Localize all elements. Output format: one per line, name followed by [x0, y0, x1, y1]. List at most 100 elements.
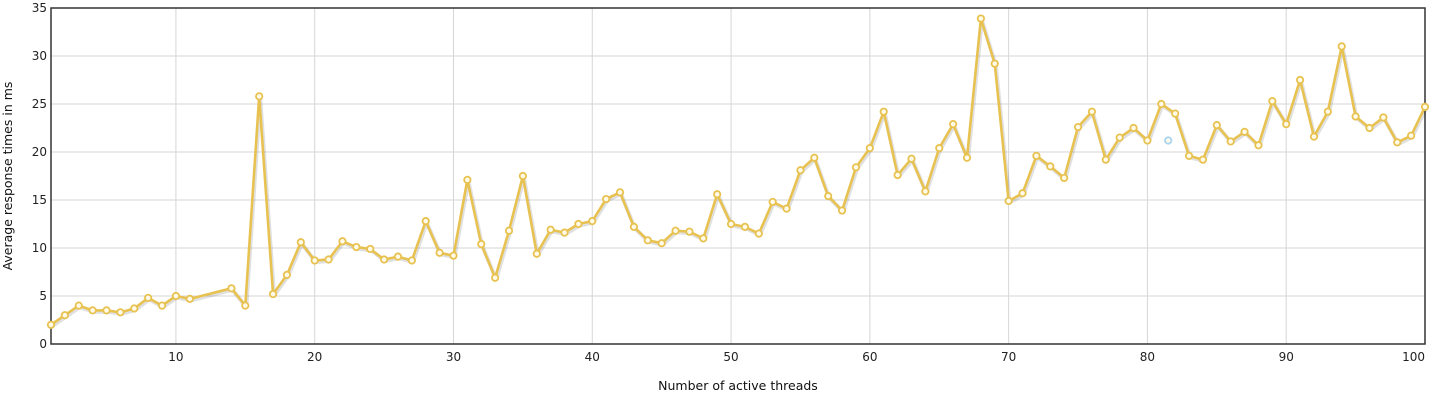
data-point[interactable]: [1073, 122, 1083, 132]
data-point[interactable]: [379, 255, 389, 264]
data-point[interactable]: [1129, 123, 1138, 133]
data-point[interactable]: [837, 206, 847, 215]
data-point[interactable]: [324, 255, 333, 264]
data-point[interactable]: [851, 163, 861, 172]
data-point[interactable]: [1295, 75, 1305, 85]
data-point[interactable]: [74, 301, 83, 310]
data-point[interactable]: [824, 192, 833, 201]
data-point[interactable]: [560, 228, 569, 237]
data-point[interactable]: [657, 239, 666, 248]
data-point[interactable]: [46, 320, 56, 329]
data-point[interactable]: [116, 308, 125, 317]
data-point[interactable]: [1164, 136, 1173, 145]
data-point[interactable]: [1171, 109, 1180, 118]
data-point[interactable]: [532, 249, 541, 258]
data-point[interactable]: [699, 234, 708, 243]
data-point[interactable]: [1046, 162, 1055, 171]
x-axis-ticks: 10 20 30 40 50 60 70 80 90 100: [168, 350, 1425, 364]
data-point[interactable]: [338, 237, 347, 246]
data-point[interactable]: [255, 92, 264, 101]
data-point[interactable]: [102, 306, 111, 315]
data-point[interactable]: [157, 301, 167, 310]
data-point[interactable]: [546, 225, 555, 234]
data-point[interactable]: [1254, 141, 1263, 150]
data-point[interactable]: [602, 194, 611, 204]
data-point[interactable]: [935, 144, 944, 153]
data-point[interactable]: [768, 197, 777, 207]
data-point[interactable]: [366, 244, 375, 254]
data-point[interactable]: [1282, 120, 1291, 129]
data-point[interactable]: [1018, 189, 1027, 198]
data-point[interactable]: [1004, 196, 1013, 206]
data-point[interactable]: [990, 59, 999, 68]
data-point[interactable]: [1184, 151, 1194, 160]
data-point[interactable]: [574, 219, 583, 229]
data-point[interactable]: [518, 171, 527, 181]
data-point[interactable]: [740, 222, 750, 231]
data-point[interactable]: [449, 251, 458, 260]
data-point[interactable]: [393, 252, 403, 261]
data-point[interactable]: [685, 227, 694, 236]
data-point[interactable]: [352, 242, 361, 252]
data-point[interactable]: [1393, 138, 1402, 147]
data-point[interactable]: [504, 226, 514, 235]
data-point[interactable]: [615, 188, 625, 197]
data-point[interactable]: [421, 217, 430, 226]
data-point[interactable]: [1143, 136, 1152, 145]
data-point[interactable]: [144, 293, 153, 303]
data-point[interactable]: [962, 153, 972, 162]
data-point[interactable]: [477, 240, 486, 249]
data-point[interactable]: [1226, 137, 1235, 146]
data-point[interactable]: [976, 14, 985, 23]
data-point[interactable]: [796, 166, 805, 175]
data-point[interactable]: [1268, 97, 1277, 106]
data-point[interactable]: [1351, 112, 1360, 121]
data-point[interactable]: [435, 248, 444, 257]
data-point[interactable]: [754, 229, 763, 238]
data-point[interactable]: [310, 256, 319, 265]
data-point[interactable]: [1032, 151, 1041, 160]
data-point[interactable]: [1115, 133, 1124, 142]
data-point[interactable]: [282, 270, 292, 279]
data-point[interactable]: [185, 294, 194, 303]
data-point[interactable]: [1309, 132, 1319, 141]
data-point[interactable]: [1337, 42, 1346, 51]
data-point[interactable]: [810, 153, 819, 162]
data-point[interactable]: [1060, 173, 1069, 183]
data-point[interactable]: [171, 291, 181, 301]
data-point[interactable]: [130, 304, 139, 313]
data-point[interactable]: [782, 204, 791, 213]
data-point[interactable]: [407, 256, 416, 265]
data-point[interactable]: [463, 175, 472, 184]
data-point[interactable]: [268, 289, 278, 299]
data-point[interactable]: [865, 144, 874, 153]
data-point[interactable]: [949, 120, 958, 129]
data-point[interactable]: [893, 170, 902, 180]
data-point[interactable]: [1157, 99, 1166, 109]
data-point[interactable]: [1101, 155, 1110, 164]
data-point[interactable]: [671, 226, 680, 235]
data-point[interactable]: [1198, 155, 1208, 164]
data-point[interactable]: [588, 217, 597, 226]
data-point[interactable]: [1379, 113, 1388, 122]
data-point[interactable]: [60, 311, 69, 320]
data-point[interactable]: [227, 284, 236, 293]
data-point[interactable]: [713, 190, 722, 199]
data-point[interactable]: [879, 107, 888, 116]
data-point[interactable]: [296, 238, 305, 247]
data-point[interactable]: [1240, 127, 1249, 136]
data-point[interactable]: [1323, 107, 1332, 116]
data-point[interactable]: [491, 273, 500, 282]
data-point[interactable]: [1420, 102, 1430, 111]
data-point[interactable]: [921, 187, 930, 196]
data-point[interactable]: [907, 154, 916, 163]
data-point[interactable]: [241, 301, 250, 310]
data-point[interactable]: [1212, 121, 1221, 130]
data-point[interactable]: [88, 306, 97, 315]
data-point[interactable]: [629, 222, 639, 231]
data-point[interactable]: [726, 219, 736, 229]
data-point[interactable]: [1407, 131, 1416, 140]
data-point[interactable]: [1087, 107, 1097, 116]
data-point[interactable]: [643, 236, 652, 245]
data-point[interactable]: [1365, 123, 1374, 133]
